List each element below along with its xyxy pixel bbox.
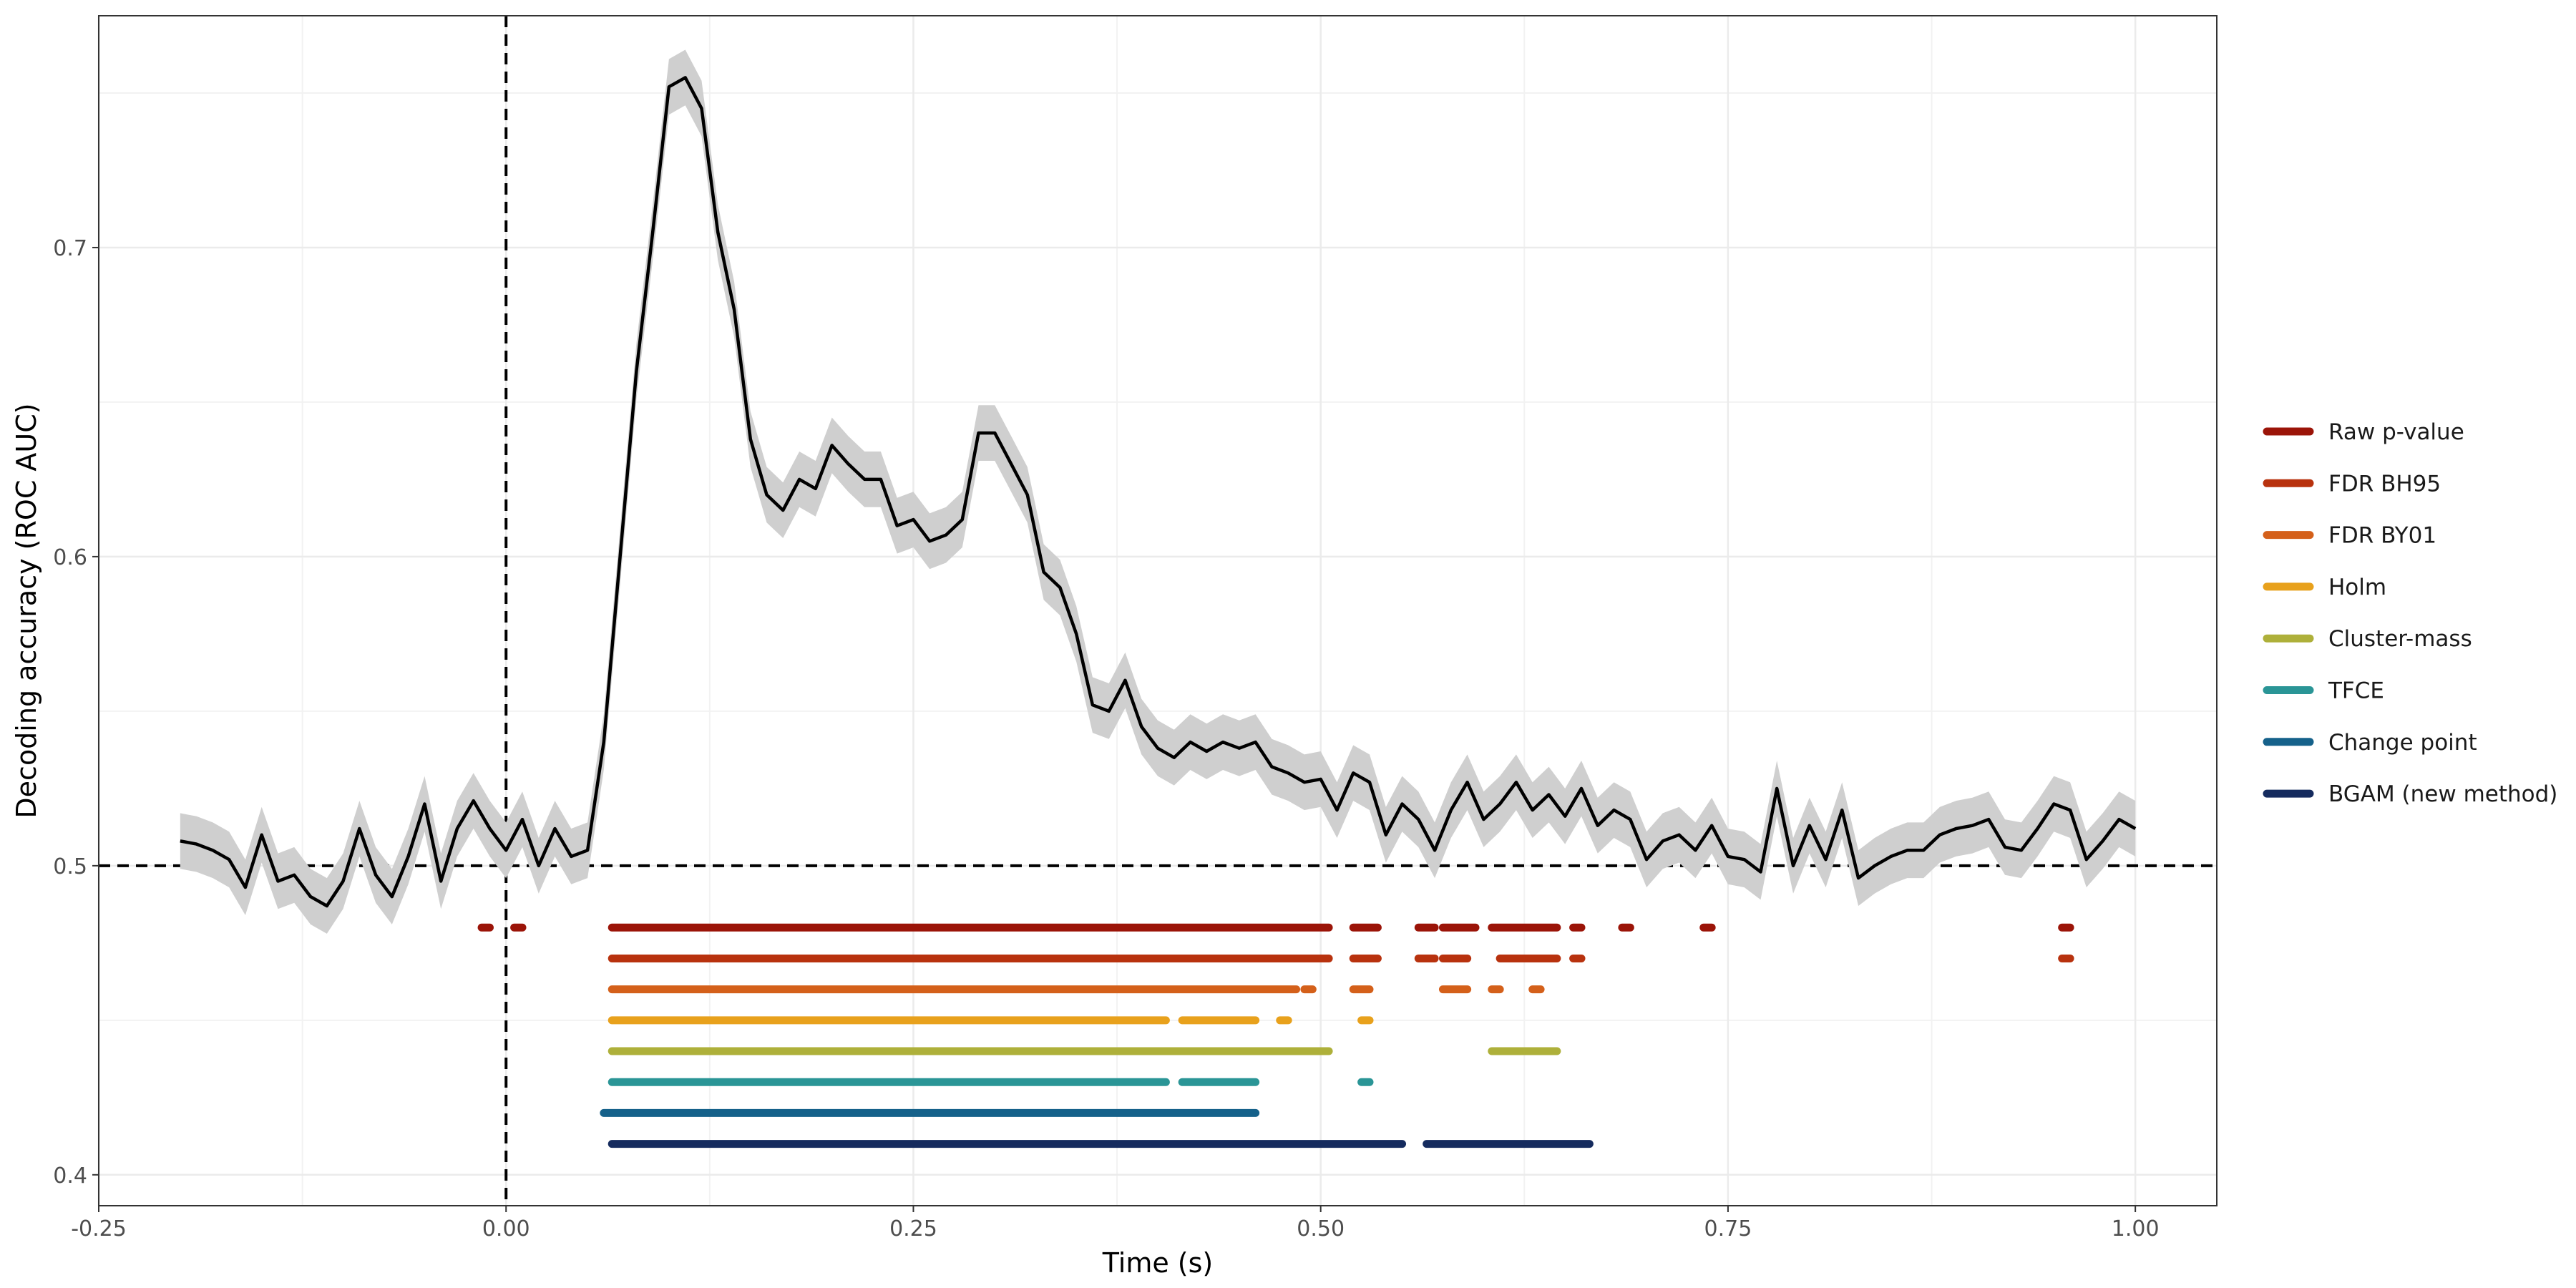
legend-label: TFCE <box>2328 678 2384 704</box>
legend-label: FDR BY01 <box>2328 523 2436 549</box>
x-tick-label: 0.25 <box>889 1216 937 1241</box>
major-grid <box>97 16 2217 1206</box>
x-axis-title: Time (s) <box>1102 1247 1214 1279</box>
y-tick-label: 0.5 <box>53 854 87 879</box>
y-tick-label: 0.6 <box>53 545 87 570</box>
confidence-ribbon <box>180 49 2136 934</box>
legend-item: TFCE <box>2263 678 2384 704</box>
legend-item: BGAM (new method) <box>2263 781 2557 807</box>
y-tick-label: 0.7 <box>53 236 87 261</box>
x-axis: -0.25 0.00 0.25 0.50 0.75 1.00 <box>71 1206 2160 1241</box>
decoding-accuracy-line <box>180 76 2137 908</box>
legend-item: FDR BH95 <box>2263 471 2441 497</box>
legend-label: Cluster-mass <box>2328 626 2472 652</box>
legend-item: Cluster-mass <box>2263 626 2472 652</box>
x-tick-label: 1.00 <box>2112 1216 2160 1241</box>
legend: Raw p-value FDR BH95 FDR BY01 Holm Cluster-m… <box>2263 419 2557 807</box>
legend-item: FDR BY01 <box>2263 523 2436 549</box>
reference-lines <box>99 16 2217 1206</box>
legend-label: Holm <box>2328 575 2386 600</box>
y-axis: 0.4 0.5 0.6 0.7 <box>53 236 99 1189</box>
legend-item: Holm <box>2263 575 2386 600</box>
x-tick-label: -0.25 <box>71 1216 127 1241</box>
minor-grid <box>99 16 2217 1206</box>
legend-label: FDR BH95 <box>2328 471 2441 497</box>
x-tick-label: 0.00 <box>482 1216 530 1241</box>
legend-label: BGAM (new method) <box>2328 781 2557 807</box>
legend-label: Raw p-value <box>2328 419 2464 445</box>
legend-item: Raw p-value <box>2263 419 2464 445</box>
x-tick-label: 0.50 <box>1297 1216 1345 1241</box>
y-axis-title: Decoding accuracy (ROC AUC) <box>11 403 42 818</box>
legend-label: Change point <box>2328 730 2477 756</box>
y-tick-label: 0.4 <box>53 1163 87 1189</box>
legend-item: Change point <box>2263 730 2477 756</box>
plot-panel-border <box>98 15 2218 1206</box>
x-tick-label: 0.75 <box>1704 1216 1752 1241</box>
significance-bars <box>477 923 2074 1148</box>
